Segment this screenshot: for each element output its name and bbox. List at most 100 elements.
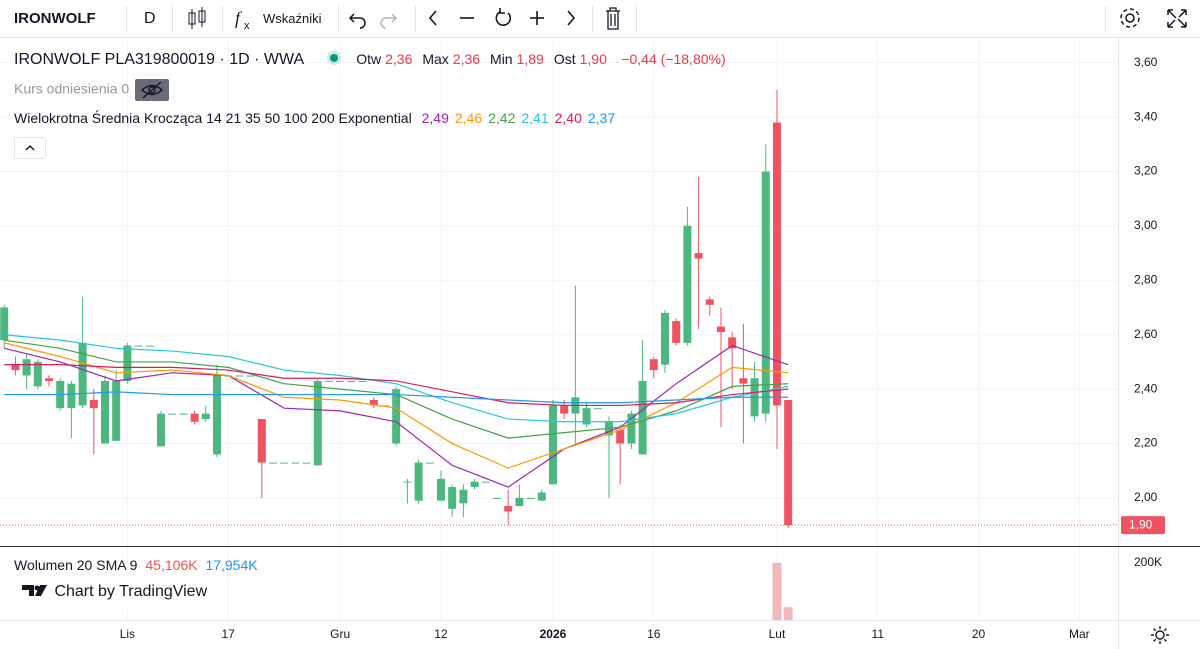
ma-value: 2,40 [554,110,582,126]
candle-body [0,307,9,341]
candle-body [44,378,53,381]
ma-legend: Wielokrotna Średnia Krocząca 14 21 35 50… [14,110,615,126]
volume-tick-label: 200K [1134,555,1162,569]
candle-body [257,419,266,463]
x-tick-label: 12 [434,627,448,641]
x-tick-label: Mar [1069,627,1090,641]
indicators-button[interactable]: Wskaźniki [263,11,322,26]
watermark-text: Chart by TradingView [54,583,208,600]
watermark: Chart by TradingView [14,578,216,606]
svg-text:x: x [244,20,250,32]
background [0,38,1200,649]
ma-title: Wielokrotna Średnia Krocząca 14 21 35 50… [14,110,412,126]
change: −0,44 (−18,80%) [621,51,726,67]
candle-body [280,462,289,464]
reference-row: Kurs odniesienia 0 [14,79,170,101]
x-tick-label: 17 [222,627,236,641]
candle-body [336,380,345,382]
candle-body [504,506,513,512]
candle-body [403,481,412,483]
candle-body [492,497,501,499]
candle-body [358,380,367,382]
candle-body [33,361,42,387]
candle-body [470,481,479,488]
x-tick-label: 20 [972,627,986,641]
y-tick-label: 2,20 [1134,436,1158,450]
candle-body [772,122,781,406]
candle-body [560,405,569,414]
candle-body [134,345,143,347]
ohlc-label: Min [490,51,513,67]
candle-body [481,481,490,483]
candle-body [324,380,333,382]
y-tick-label: 2,60 [1134,327,1158,341]
volume-value: 45,106K [145,557,198,573]
x-tick-label: Lut [769,627,786,641]
candle-body [112,380,121,441]
collapse-button[interactable] [14,137,46,159]
x-tick-label: 11 [872,627,885,641]
hide-button[interactable] [135,79,170,101]
y-tick-label: 2,40 [1134,381,1158,395]
y-tick-label: 3,20 [1134,164,1158,178]
ma-value: 2,49 [421,110,449,126]
x-tick-label: 2026 [540,627,567,641]
candle-body [201,413,210,420]
volume-bar [772,562,782,620]
undo-redo[interactable] [348,0,418,37]
ohlc-value: 1,90 [579,51,607,67]
volume-bar [783,607,793,620]
candles-icon[interactable] [186,0,208,37]
candle-body [716,326,725,332]
candle-body [649,359,658,371]
last-price-label: 1,90 [1129,517,1153,531]
candle-body [168,413,177,415]
separator [1105,6,1106,32]
ohlc-value: 1,89 [516,51,544,67]
svg-text:f: f [235,8,243,28]
symbol-legend: IRONWOLF PLA319800019 · 1D · WWA Otw 2,36… [14,51,726,69]
candle-body [11,364,20,371]
candle-body [347,380,356,382]
candle-body [784,400,793,526]
y-tick-label: 2,80 [1134,272,1158,286]
candle-body [212,375,221,455]
ohlc-value: 2,36 [385,51,413,67]
candle-body [156,413,165,447]
tv-logo [22,585,47,596]
candle-body [448,487,457,509]
ma-value: 2,46 [454,110,483,126]
y-tick-label: 3,00 [1134,218,1158,232]
candle-body [123,345,132,381]
trash-icon[interactable] [600,0,626,37]
volume-title: Wolumen 20 SMA 9 [14,557,138,573]
separator [126,6,127,32]
settings-fullscreen[interactable] [1116,0,1200,37]
ma-line [4,342,789,469]
interval-button[interactable]: D [144,10,156,27]
candle-body [369,400,378,406]
symbol-button[interactable]: IRONWOLF [14,10,96,27]
candle-body [459,489,468,504]
candle-body [313,380,322,466]
candle-body [616,429,625,444]
candle-body [526,497,535,499]
candle-body [593,408,602,410]
candle-body [515,497,524,507]
candle-body [638,380,647,455]
candle-body [425,462,434,464]
ohlc-label: Otw [356,51,382,67]
status-dot [329,54,338,62]
candle-body [89,400,98,409]
candle-body [683,225,692,343]
candle-body [22,359,31,376]
candle-body [67,383,76,409]
time-settings[interactable] [1148,623,1172,647]
last-price-tag [1121,516,1165,535]
ma-value: 2,42 [488,110,516,126]
separator [338,6,339,32]
candle-body [705,299,714,305]
zoom-controls[interactable] [424,0,584,37]
